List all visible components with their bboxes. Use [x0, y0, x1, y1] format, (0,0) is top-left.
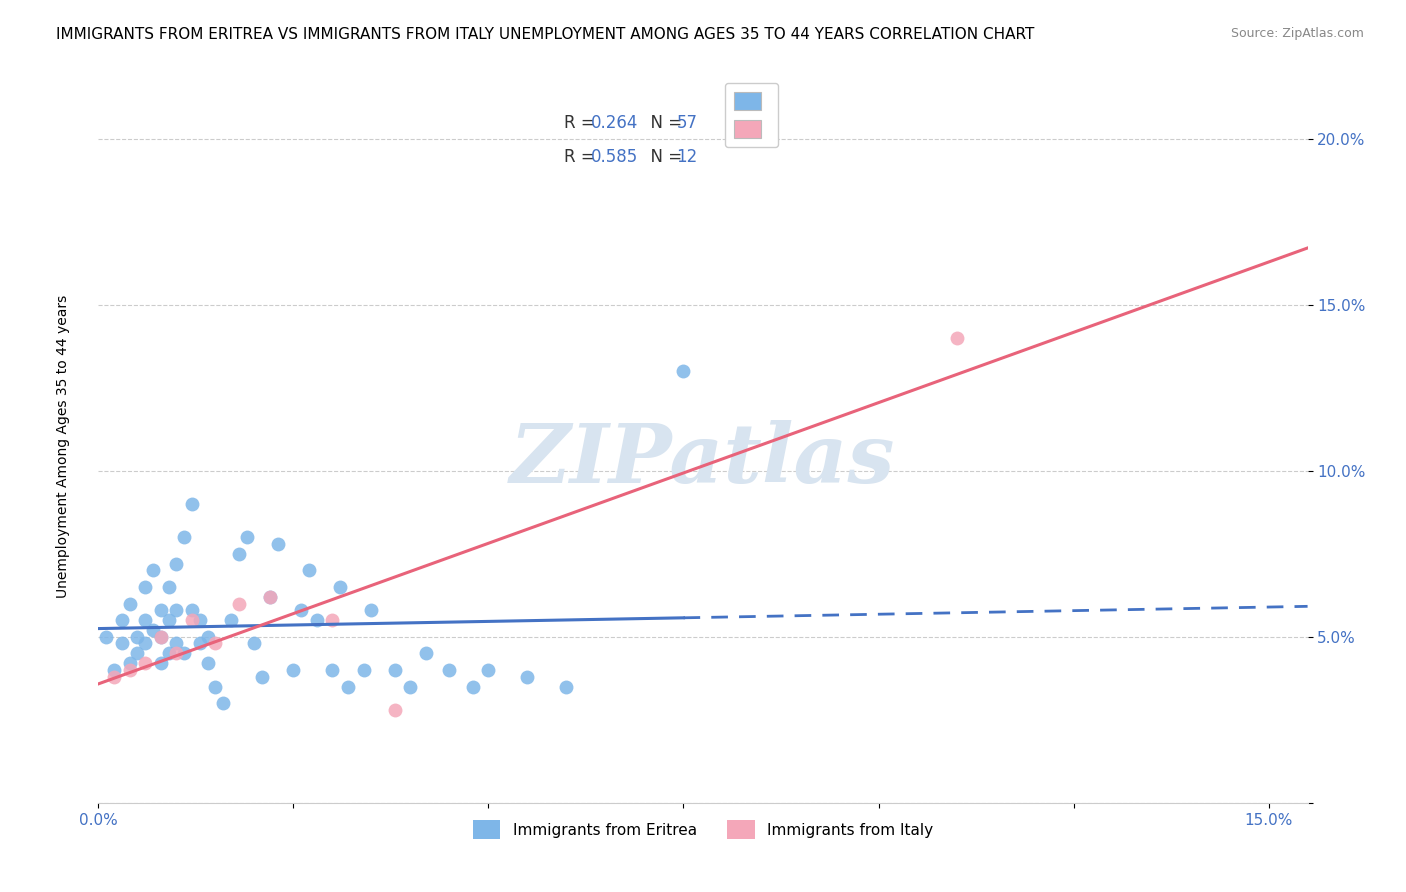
- Text: 12: 12: [676, 148, 697, 166]
- Text: Unemployment Among Ages 35 to 44 years: Unemployment Among Ages 35 to 44 years: [56, 294, 70, 598]
- Point: [149, 657, 172, 671]
- Point: [142, 564, 165, 578]
- Text: 0.264: 0.264: [591, 114, 638, 132]
- Point: [516, 670, 538, 684]
- Point: [243, 636, 266, 650]
- Point: [181, 603, 204, 617]
- Point: [165, 603, 187, 617]
- Point: [415, 647, 437, 661]
- Point: [461, 680, 484, 694]
- Point: [212, 696, 235, 710]
- Point: [228, 597, 250, 611]
- Point: [197, 630, 219, 644]
- Point: [181, 497, 204, 511]
- Point: [188, 613, 211, 627]
- Point: [259, 590, 281, 604]
- Point: [165, 636, 187, 650]
- Point: [134, 580, 156, 594]
- Point: [477, 663, 499, 677]
- Text: R =: R =: [564, 148, 600, 166]
- Point: [142, 624, 165, 638]
- Point: [290, 603, 312, 617]
- Point: [127, 647, 149, 661]
- Point: [165, 557, 187, 571]
- Point: [118, 597, 141, 611]
- Point: [96, 630, 118, 644]
- Text: N =: N =: [640, 114, 688, 132]
- Point: [555, 680, 578, 694]
- Point: [149, 630, 172, 644]
- Point: [204, 636, 226, 650]
- Point: [259, 590, 281, 604]
- Point: [197, 657, 219, 671]
- Point: [134, 636, 156, 650]
- Point: [173, 647, 195, 661]
- Point: [298, 564, 321, 578]
- Point: [267, 537, 290, 551]
- Point: [134, 613, 156, 627]
- Point: [360, 603, 382, 617]
- Point: [118, 663, 141, 677]
- Point: [127, 630, 149, 644]
- Point: [283, 663, 305, 677]
- Point: [228, 547, 250, 561]
- Point: [329, 580, 352, 594]
- Point: [149, 630, 172, 644]
- Point: [252, 670, 274, 684]
- Point: [235, 530, 257, 544]
- Point: [672, 364, 695, 378]
- Point: [353, 663, 375, 677]
- Text: IMMIGRANTS FROM ERITREA VS IMMIGRANTS FROM ITALY UNEMPLOYMENT AMONG AGES 35 TO 4: IMMIGRANTS FROM ERITREA VS IMMIGRANTS FR…: [56, 27, 1035, 42]
- Point: [305, 613, 328, 627]
- Point: [219, 613, 242, 627]
- Point: [399, 680, 422, 694]
- Point: [111, 613, 134, 627]
- Point: [204, 680, 226, 694]
- Point: [321, 613, 343, 627]
- Point: [173, 530, 195, 544]
- Point: [384, 703, 406, 717]
- Text: ZIPatlas: ZIPatlas: [510, 420, 896, 500]
- Text: Source: ZipAtlas.com: Source: ZipAtlas.com: [1230, 27, 1364, 40]
- Point: [111, 636, 134, 650]
- Text: N =: N =: [640, 148, 688, 166]
- Text: 0.585: 0.585: [591, 148, 638, 166]
- Legend: Immigrants from Eritrea, Immigrants from Italy: Immigrants from Eritrea, Immigrants from…: [467, 814, 939, 845]
- Point: [188, 636, 211, 650]
- Point: [945, 331, 967, 345]
- Point: [384, 663, 406, 677]
- Point: [118, 657, 141, 671]
- Point: [103, 663, 125, 677]
- Point: [181, 613, 204, 627]
- Point: [321, 663, 343, 677]
- Point: [157, 647, 180, 661]
- Point: [149, 603, 172, 617]
- Point: [103, 670, 125, 684]
- Point: [165, 647, 187, 661]
- Point: [134, 657, 156, 671]
- Text: 57: 57: [676, 114, 697, 132]
- Text: R =: R =: [564, 114, 600, 132]
- Point: [439, 663, 461, 677]
- Point: [337, 680, 360, 694]
- Point: [157, 613, 180, 627]
- Point: [157, 580, 180, 594]
